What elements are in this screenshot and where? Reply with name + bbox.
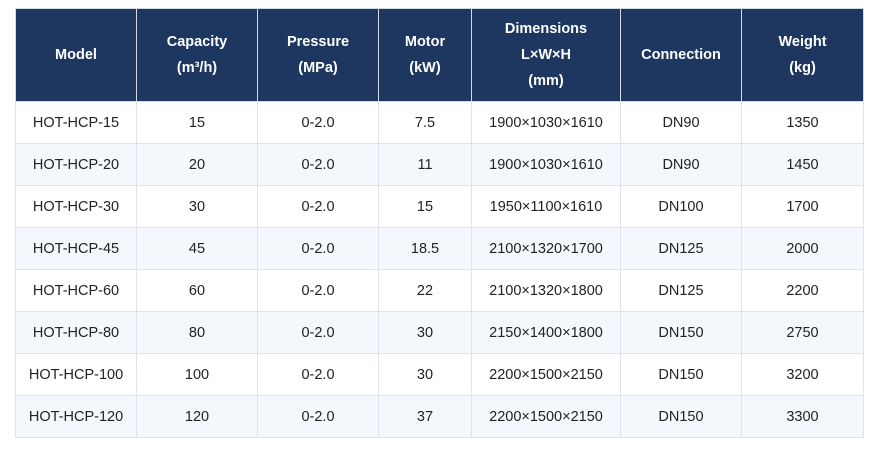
cell-weight: 3300: [741, 395, 864, 438]
header-label: Weight: [778, 34, 827, 50]
cell-pressure: 0-2.0: [257, 269, 379, 312]
cell-capacity: 60: [136, 269, 258, 312]
cell-model: HOT-HCP-120: [15, 395, 137, 438]
header-row: Model Capacity (m³/h) Pressure (MPa) Mot…: [15, 8, 864, 102]
cell-weight: 1700: [741, 185, 864, 228]
cell-pressure: 0-2.0: [257, 185, 379, 228]
cell-pressure: 0-2.0: [257, 101, 379, 144]
spec-table-container: Model Capacity (m³/h) Pressure (MPa) Mot…: [15, 8, 864, 438]
table-row: HOT-HCP-20 20 0-2.0 11 1900×1030×1610 DN…: [15, 143, 864, 186]
cell-capacity: 80: [136, 311, 258, 354]
cell-pressure: 0-2.0: [257, 353, 379, 396]
cell-motor: 22: [378, 269, 472, 312]
header-unit: (kW): [409, 60, 441, 76]
cell-model: HOT-HCP-80: [15, 311, 137, 354]
cell-connection: DN150: [620, 353, 742, 396]
cell-motor: 18.5: [378, 227, 472, 270]
table-row: HOT-HCP-15 15 0-2.0 7.5 1900×1030×1610 D…: [15, 101, 864, 144]
cell-capacity: 100: [136, 353, 258, 396]
header-model: Model: [15, 8, 137, 102]
cell-motor: 15: [378, 185, 472, 228]
cell-weight: 1450: [741, 143, 864, 186]
cell-pressure: 0-2.0: [257, 311, 379, 354]
cell-pressure: 0-2.0: [257, 227, 379, 270]
header-label: Capacity: [166, 34, 228, 50]
header-unit: (m³/h): [176, 60, 218, 76]
cell-connection: DN125: [620, 227, 742, 270]
cell-dimensions: 2150×1400×1800: [471, 311, 621, 354]
table-row: HOT-HCP-100 100 0-2.0 30 2200×1500×2150 …: [15, 353, 864, 396]
cell-dimensions: 1950×1100×1610: [471, 185, 621, 228]
cell-dimensions: 1900×1030×1610: [471, 101, 621, 144]
cell-connection: DN90: [620, 101, 742, 144]
header-sublabel: L×W×H: [521, 47, 571, 63]
header-label: Dimensions: [504, 21, 588, 37]
table-row: HOT-HCP-80 80 0-2.0 30 2150×1400×1800 DN…: [15, 311, 864, 354]
cell-model: HOT-HCP-60: [15, 269, 137, 312]
cell-dimensions: 2100×1320×1800: [471, 269, 621, 312]
cell-motor: 37: [378, 395, 472, 438]
cell-model: HOT-HCP-30: [15, 185, 137, 228]
cell-weight: 2200: [741, 269, 864, 312]
header-label: Model: [55, 47, 97, 63]
cell-motor: 7.5: [378, 101, 472, 144]
header-unit: (MPa): [298, 60, 338, 76]
header-connection: Connection: [620, 8, 742, 102]
cell-weight: 2000: [741, 227, 864, 270]
cell-model: HOT-HCP-15: [15, 101, 137, 144]
cell-model: HOT-HCP-100: [15, 353, 137, 396]
cell-capacity: 45: [136, 227, 258, 270]
table-row: HOT-HCP-30 30 0-2.0 15 1950×1100×1610 DN…: [15, 185, 864, 228]
cell-pressure: 0-2.0: [257, 395, 379, 438]
cell-capacity: 15: [136, 101, 258, 144]
table-header: Model Capacity (m³/h) Pressure (MPa) Mot…: [15, 8, 864, 102]
cell-capacity: 20: [136, 143, 258, 186]
cell-model: HOT-HCP-20: [15, 143, 137, 186]
cell-capacity: 120: [136, 395, 258, 438]
cell-connection: DN150: [620, 395, 742, 438]
header-capacity: Capacity (m³/h): [136, 8, 258, 102]
cell-connection: DN125: [620, 269, 742, 312]
cell-motor: 30: [378, 311, 472, 354]
cell-capacity: 30: [136, 185, 258, 228]
table-row: HOT-HCP-45 45 0-2.0 18.5 2100×1320×1700 …: [15, 227, 864, 270]
cell-connection: DN100: [620, 185, 742, 228]
header-dimensions: Dimensions L×W×H (mm): [471, 8, 621, 102]
cell-dimensions: 2200×1500×2150: [471, 395, 621, 438]
header-label: Pressure: [286, 34, 350, 50]
table-body: HOT-HCP-15 15 0-2.0 7.5 1900×1030×1610 D…: [15, 101, 864, 438]
cell-motor: 30: [378, 353, 472, 396]
table-row: HOT-HCP-60 60 0-2.0 22 2100×1320×1800 DN…: [15, 269, 864, 312]
cell-dimensions: 1900×1030×1610: [471, 143, 621, 186]
header-label: Connection: [641, 47, 721, 63]
header-label: Motor: [404, 34, 446, 50]
cell-motor: 11: [378, 143, 472, 186]
cell-connection: DN90: [620, 143, 742, 186]
cell-dimensions: 2100×1320×1700: [471, 227, 621, 270]
cell-weight: 1350: [741, 101, 864, 144]
header-unit: (mm): [528, 73, 564, 89]
cell-dimensions: 2200×1500×2150: [471, 353, 621, 396]
cell-pressure: 0-2.0: [257, 143, 379, 186]
spec-table: Model Capacity (m³/h) Pressure (MPa) Mot…: [15, 8, 864, 438]
header-pressure: Pressure (MPa): [257, 8, 379, 102]
cell-connection: DN150: [620, 311, 742, 354]
cell-weight: 2750: [741, 311, 864, 354]
table-row: HOT-HCP-120 120 0-2.0 37 2200×1500×2150 …: [15, 395, 864, 438]
cell-weight: 3200: [741, 353, 864, 396]
header-weight: Weight (kg): [741, 8, 864, 102]
header-motor: Motor (kW): [378, 8, 472, 102]
cell-model: HOT-HCP-45: [15, 227, 137, 270]
header-unit: (kg): [789, 60, 816, 76]
